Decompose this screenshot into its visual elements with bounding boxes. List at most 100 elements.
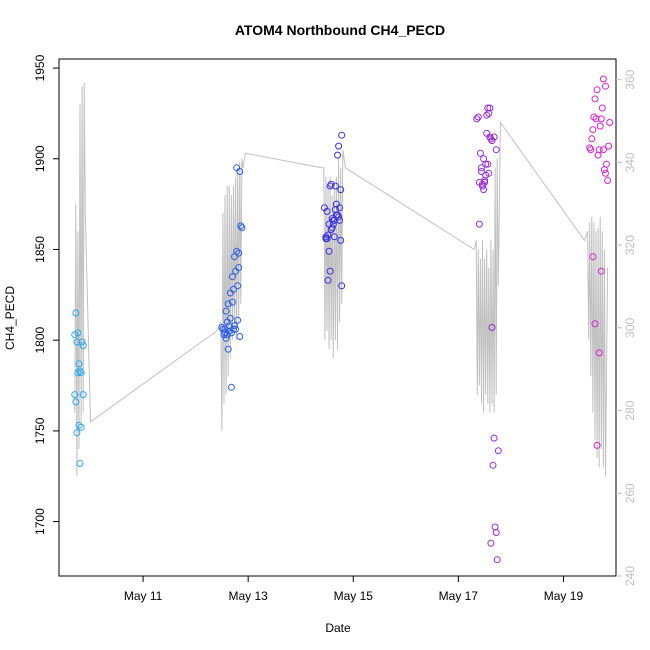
data-point [481,178,489,186]
data-point [596,122,604,130]
data-point [71,391,79,399]
data-point [474,113,482,121]
data-point [593,441,601,449]
data-point [338,131,346,139]
data-point [73,429,81,437]
x-axis-label: Date [325,621,351,635]
right-y-axis: 240 260 280 300 320 340 360 [616,69,637,586]
points-layer [71,75,614,564]
data-point [225,327,233,335]
data-point [597,267,605,275]
data-point [234,282,242,290]
data-point [76,367,84,375]
y-tick-label: 1800 [33,327,47,354]
data-point [592,115,600,123]
data-point [589,253,597,261]
data-point [494,447,502,455]
right-y-tick-label: 360 [623,69,637,89]
x-tick-label: May 19 [544,589,584,603]
data-point [593,86,601,94]
data-point [599,146,607,154]
data-point [72,309,80,317]
series-line [74,82,609,477]
x-tick-label: May 11 [124,589,163,603]
data-point [232,325,240,333]
data-point [331,182,339,190]
x-tick-label: May 13 [228,589,268,603]
data-point [586,144,594,152]
data-point [224,300,232,308]
data-point [77,369,85,377]
x-tick-label: May 15 [334,589,374,603]
data-point [589,126,597,134]
data-point [226,314,234,322]
data-point [231,253,238,261]
y-axis-label: CH4_PECD [3,286,17,350]
y-tick-label: 1750 [33,417,47,444]
data-point [338,282,346,290]
right-y-tick-label: 320 [623,235,637,255]
data-point [597,115,605,123]
data-point [228,298,236,306]
data-point [493,556,501,564]
right-y-tick-label: 340 [623,152,637,172]
right-y-tick-label: 280 [623,400,637,420]
data-point [490,434,498,442]
data-point [79,342,87,350]
data-point [334,151,341,159]
data-point [330,233,338,241]
data-point [337,236,345,244]
data-point [588,135,596,143]
data-point [487,539,495,547]
data-point [234,316,242,324]
data-point [74,329,82,337]
y-axis: 1700 1750 1800 1850 1900 1950 [33,54,59,535]
data-point [226,289,234,297]
data-point [587,146,595,154]
data-point [485,169,493,177]
data-point [327,180,335,188]
data-point [222,307,230,315]
data-point [72,398,80,406]
data-point [222,334,230,342]
data-point [335,213,343,221]
data-point [605,142,613,150]
data-point [323,207,331,215]
data-point [492,146,500,154]
data-point [332,211,340,219]
data-point [478,164,485,172]
data-point [235,249,243,257]
data-point [231,322,238,330]
data-point [591,95,599,103]
y-tick-label: 1700 [33,508,47,535]
data-point [75,360,83,368]
data-point [483,111,491,119]
data-point [225,322,233,330]
data-point [76,460,84,467]
data-point [475,220,483,228]
data-point [476,149,484,157]
data-point [75,421,83,429]
data-point [74,369,82,377]
data-point [238,224,246,232]
data-point [595,349,603,357]
data-point [328,224,336,232]
data-point [486,104,494,112]
x-axis: May 11 May 13 May 15 May 17 May 19 [124,576,584,603]
data-point [606,119,614,126]
x-tick-label: May 17 [439,589,479,603]
data-point [488,137,496,145]
chart-title: ATOM4 Northbound CH4_PECD [235,22,445,38]
data-point [591,320,599,328]
data-point [599,75,607,83]
data-point [77,423,85,431]
data-point [482,160,490,168]
data-point [473,115,481,123]
plot-frame [58,58,617,577]
y-tick-label: 1850 [33,236,47,263]
data-point [602,169,609,177]
right-y-tick-label: 260 [623,483,637,503]
data-point [604,177,612,184]
data-point [227,383,235,391]
